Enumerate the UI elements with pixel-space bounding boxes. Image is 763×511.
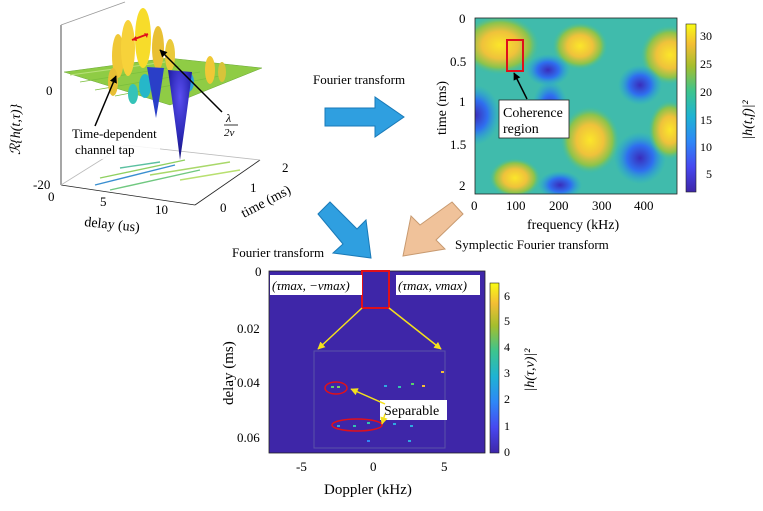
time-tick-0: 0 <box>220 200 227 215</box>
coherence-box <box>506 39 524 72</box>
lambda-numerator: λ <box>225 111 231 125</box>
time-tick-1: 1 <box>250 180 257 195</box>
dd-zoom-line-left <box>317 307 363 350</box>
delay-tick-0: 0 <box>48 189 55 204</box>
coherence-arrow <box>513 72 528 100</box>
tf-ytick-1.5: 1.5 <box>450 137 466 152</box>
dd-right-label-bg <box>396 275 480 295</box>
tap-annotation-line1: Time-dependent <box>72 126 157 141</box>
tf-ylabel: time (ms) <box>435 81 450 135</box>
dd-ellipse-bottom <box>331 418 383 432</box>
dd-cbtick-6: 6 <box>504 289 510 303</box>
separable-label: Separable <box>384 404 439 419</box>
delay-tick-10: 10 <box>155 202 168 217</box>
dd-right-corner-label: (τmax, νmax) <box>398 278 467 293</box>
dd-cbtick-0: 0 <box>504 445 510 459</box>
lambda-denominator: 2v <box>224 127 235 139</box>
dd-ytick-0.02: 0.02 <box>237 321 260 336</box>
dd-xtick-neg5: -5 <box>296 459 307 474</box>
tf-ytick-1: 1 <box>459 94 466 109</box>
dd-ellipse-top <box>324 381 348 395</box>
dd-zoom-box <box>313 350 446 449</box>
annotation-bg <box>70 123 160 159</box>
tf-xtick-0: 0 <box>471 198 478 213</box>
dd-cbtick-2: 2 <box>504 392 510 406</box>
panel-3d-surface: 0 -20 0 5 10 0 1 2 delay (us) time (ms) … <box>9 1 294 236</box>
dd-background <box>268 270 486 454</box>
tap-annotation-line2: channel tap <box>75 142 135 157</box>
tf-heatmap <box>475 18 677 194</box>
dd-xtick-0: 0 <box>370 459 377 474</box>
delay-axis-label: delay (us) <box>84 215 141 236</box>
dd-left-corner-label: (τmax, −νmax) <box>272 278 350 293</box>
dd-zoom-line-right <box>388 307 442 350</box>
tf-xlabel: frequency (kHz) <box>527 218 619 233</box>
panel-delay-doppler: (τmax, −νmax) (τmax, νmax) Separable <box>221 264 538 498</box>
panel-time-frequency: Coherence region 0 0.5 1 1.5 2 0 100 200… <box>435 11 756 233</box>
separable-arrow-top <box>350 388 386 405</box>
dd-ytick-0: 0 <box>255 264 262 279</box>
3d-floor-projection <box>94 159 241 191</box>
tf-xtick-400: 400 <box>634 198 654 213</box>
tf-cbtick-25: 25 <box>700 57 712 71</box>
tf-ytick-0: 0 <box>459 11 466 26</box>
dd-ytick-0.04: 0.04 <box>237 375 260 390</box>
3d-surface-plane <box>63 57 263 106</box>
tf-colorbar-label: |h(t,f)|² <box>741 99 756 139</box>
coherence-label-box <box>498 99 570 139</box>
z-tick-0: 0 <box>46 83 53 98</box>
dd-cbtick-5: 5 <box>504 314 510 328</box>
z-tick-neg20: -20 <box>33 177 50 192</box>
dd-colorbar-label: |h(τ,ν)|² <box>523 348 538 392</box>
arrow-bottom-left-label: Fourier transform <box>232 245 324 260</box>
lambda-annotation-arrow <box>159 49 223 113</box>
dd-cbtick-1: 1 <box>504 419 510 433</box>
tf-xtick-100: 100 <box>506 198 526 213</box>
tf-xtick-200: 200 <box>549 198 569 213</box>
delay-tick-5: 5 <box>100 194 107 209</box>
coherence-label-line2: region <box>503 122 539 137</box>
tf-cbtick-10: 10 <box>700 140 712 154</box>
tf-ytick-2: 2 <box>459 178 466 193</box>
dd-ylabel: delay (ms) <box>221 341 237 405</box>
dd-scatter-points <box>331 371 444 442</box>
tf-xtick-300: 300 <box>592 198 612 213</box>
dd-xlabel: Doppler (kHz) <box>324 482 412 498</box>
arrow-top: Fourier transform <box>313 72 405 138</box>
arrow-bottom-right-label: Symplectic Fourier transform <box>455 237 609 252</box>
coherence-label-line1: Coherence <box>503 106 563 121</box>
peak-marker <box>131 33 149 41</box>
arrow-top-label: Fourier transform <box>313 72 405 87</box>
time-tick-2: 2 <box>282 160 289 175</box>
dd-colorbar <box>489 282 500 454</box>
tf-ytick-0.5: 0.5 <box>450 54 466 69</box>
tf-colorbar <box>685 23 697 193</box>
tf-cbtick-20: 20 <box>700 85 712 99</box>
tf-cbtick-30: 30 <box>700 29 712 43</box>
dd-left-label-bg <box>270 275 362 295</box>
dd-ytick-0.06: 0.06 <box>237 430 260 445</box>
separable-arrow-bottom <box>380 413 388 425</box>
tap-annotation-arrow <box>94 75 117 127</box>
arrow-bottom-left: Fourier transform <box>232 201 372 260</box>
separable-label-bg <box>380 400 447 420</box>
tf-cbtick-15: 15 <box>700 113 712 127</box>
dd-cbtick-4: 4 <box>504 340 510 354</box>
arrow-bottom-right: Symplectic Fourier transform <box>402 201 609 257</box>
dd-xtick-5: 5 <box>441 459 448 474</box>
tf-cbtick-5: 5 <box>706 167 712 181</box>
z-axis-label: ℛ{h(t,τ)} <box>9 104 24 155</box>
dd-cbtick-3: 3 <box>504 366 510 380</box>
time-axis-label: time (ms) <box>239 183 294 222</box>
